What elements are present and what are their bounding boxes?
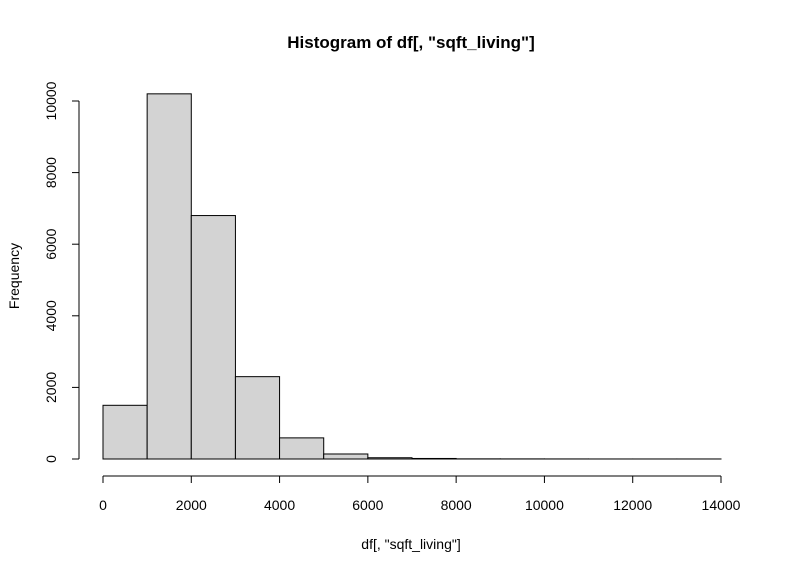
x-tick-label: 4000 <box>264 497 295 513</box>
y-tick-label: 10000 <box>43 81 59 120</box>
chart-title: Histogram of df[, "sqft_living"] <box>287 33 535 52</box>
x-tick-label: 0 <box>99 497 107 513</box>
histogram-bar-1 <box>146 93 192 460</box>
histogram-bars <box>102 93 722 460</box>
y-tick-label: 0 <box>43 455 59 463</box>
y-tick-label: 2000 <box>43 372 59 403</box>
x-axis: 0 2000 4000 6000 8000 10000 12000 14000 <box>99 475 741 513</box>
x-tick-label: 14000 <box>702 497 741 513</box>
histogram-bar-3 <box>234 376 281 460</box>
y-tick-label: 4000 <box>43 300 59 331</box>
histogram-bar-0 <box>102 404 148 460</box>
y-tick-label: 6000 <box>43 228 59 259</box>
histogram-bar-4 <box>279 437 325 460</box>
x-tick-label: 12000 <box>613 497 652 513</box>
histogram-bar-2 <box>190 215 236 460</box>
y-axis: 0 2000 4000 6000 8000 10000 <box>43 81 80 463</box>
x-axis-label: df[, "sqft_living"] <box>361 536 460 552</box>
x-tick-label: 6000 <box>352 497 383 513</box>
x-tick-label: 8000 <box>441 497 472 513</box>
histogram-bar-5 <box>323 453 369 460</box>
x-tick-label: 2000 <box>176 497 207 513</box>
x-tick-label: 10000 <box>525 497 564 513</box>
y-axis-label: Frequency <box>6 243 22 309</box>
histogram-bar-6 <box>367 457 413 460</box>
histogram-bar-7 <box>411 457 457 460</box>
y-tick-label: 8000 <box>43 157 59 188</box>
